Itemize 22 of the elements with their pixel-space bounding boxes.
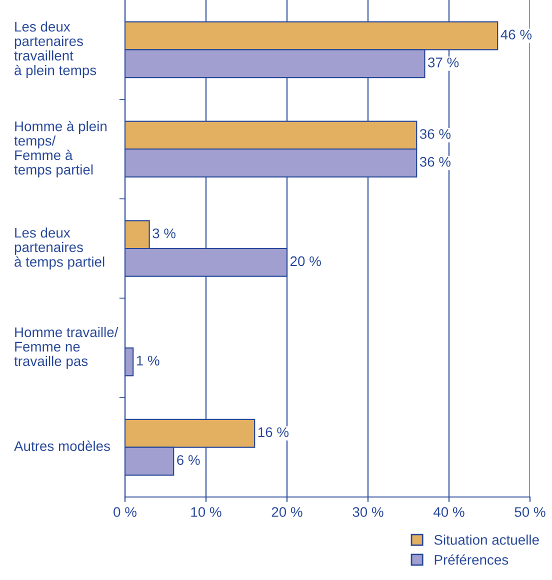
x-tick-label: 10 %	[191, 507, 222, 517]
data-label: 16 %	[258, 427, 289, 438]
data-label: 36 %	[420, 129, 451, 139]
data-label: 1 %	[136, 356, 160, 366]
data-label: 36 %	[420, 156, 451, 167]
data-label: 3 %	[152, 228, 176, 238]
y-tick-label: Homme travaille/ Femme ne travaille pas	[14, 326, 118, 369]
y-tick-label: Homme à plein temps/ Femme à temps partiel	[14, 120, 107, 178]
y-tick-label: Les deux partenaires à temps partiel	[14, 227, 104, 270]
y-tick-label: Les deux partenaires travaillent à plein temps	[14, 21, 96, 78]
data-label: 37 %	[428, 58, 459, 68]
data-label: 20 %	[290, 256, 321, 266]
x-tick-label: 50 %	[514, 507, 546, 517]
x-tick-label: 0 %	[114, 507, 136, 517]
data-label: 46 %	[500, 30, 532, 40]
y-tick-label: Autres modèles	[14, 440, 110, 452]
x-tick-label: 40 %	[433, 507, 464, 517]
legend-label: Préférences	[434, 554, 508, 565]
legend-label: Situation actuelle	[434, 534, 539, 545]
x-tick-label: 20 %	[272, 507, 302, 517]
x-tick-label: 30 %	[352, 507, 384, 517]
data-label: 6 %	[177, 455, 200, 465]
